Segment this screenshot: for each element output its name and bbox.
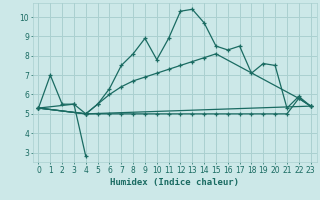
- X-axis label: Humidex (Indice chaleur): Humidex (Indice chaleur): [110, 178, 239, 187]
